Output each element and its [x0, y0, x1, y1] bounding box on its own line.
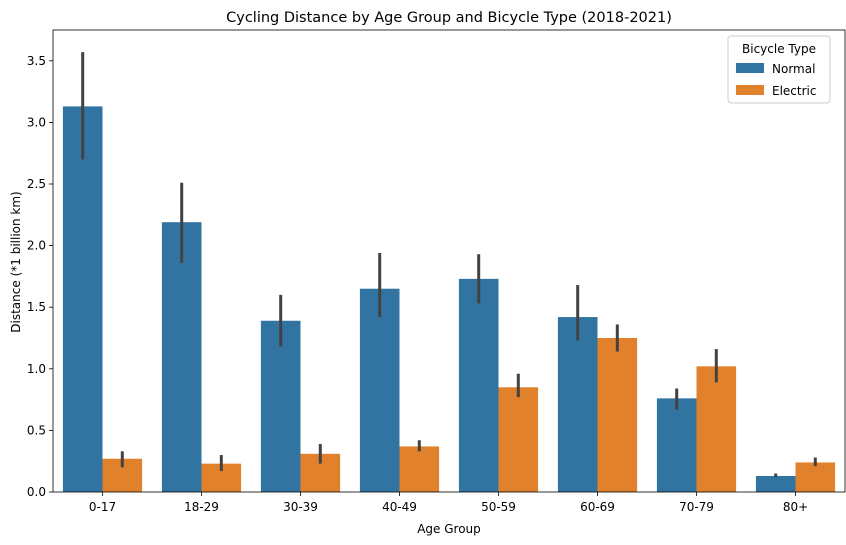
legend: Bicycle Type Normal Electric [727, 35, 831, 104]
x-tick-label: 0-17 [89, 500, 116, 514]
legend-swatch-electric [736, 85, 764, 95]
plot-area [62, 52, 836, 492]
bar-normal-18-29 [161, 222, 202, 492]
y-tick-label: 1.5 [27, 300, 46, 314]
plot-frame [52, 29, 846, 493]
y-tick-label: 3.0 [27, 115, 46, 129]
axes: 0.0 0.5 1.0 1.5 2.0 2.5 3.0 3.5 0-17 18-29 30-39 40… [27, 29, 846, 514]
bar-normal-40-49 [359, 288, 400, 492]
x-tick-label: 80+ [783, 500, 808, 514]
bar-normal-50-59 [458, 278, 499, 492]
bar-electric-50-59 [498, 387, 539, 492]
legend-swatch-normal [736, 63, 764, 73]
x-axis-label: Age Group [417, 522, 481, 536]
bar-normal-70-79 [656, 398, 697, 492]
bar-electric-60-69 [597, 338, 638, 492]
bar-normal-60-69 [557, 317, 598, 492]
bar-electric-70-79 [696, 366, 737, 492]
bar-electric-40-49 [399, 446, 440, 492]
x-tick-label: 50-59 [481, 500, 516, 514]
y-tick-label: 2.0 [27, 239, 46, 253]
bar-normal-30-39 [260, 320, 301, 492]
legend-label-electric: Electric [772, 84, 816, 98]
bar-normal-0-17 [62, 106, 103, 492]
x-tick-label: 60-69 [580, 500, 615, 514]
y-axis-label: Distance (*1 billion km) [9, 191, 23, 332]
bar-electric-80+ [795, 462, 836, 492]
chart-title: Cycling Distance by Age Group and Bicycl… [226, 10, 672, 26]
bar-normal-80+ [755, 475, 796, 492]
x-tick-label: 40-49 [382, 500, 417, 514]
y-tick-label: 3.5 [27, 54, 46, 68]
legend-title: Bicycle Type [742, 42, 816, 56]
x-tick-label: 18-29 [184, 500, 219, 514]
x-tick-label: 30-39 [283, 500, 318, 514]
y-tick-label: 0.5 [27, 423, 46, 437]
x-tick-label: 70-79 [679, 500, 714, 514]
legend-label-normal: Normal [772, 62, 815, 76]
y-tick-label: 2.5 [27, 177, 46, 191]
y-tick-label: 0.0 [27, 485, 46, 499]
y-tick-label: 1.0 [27, 362, 46, 376]
